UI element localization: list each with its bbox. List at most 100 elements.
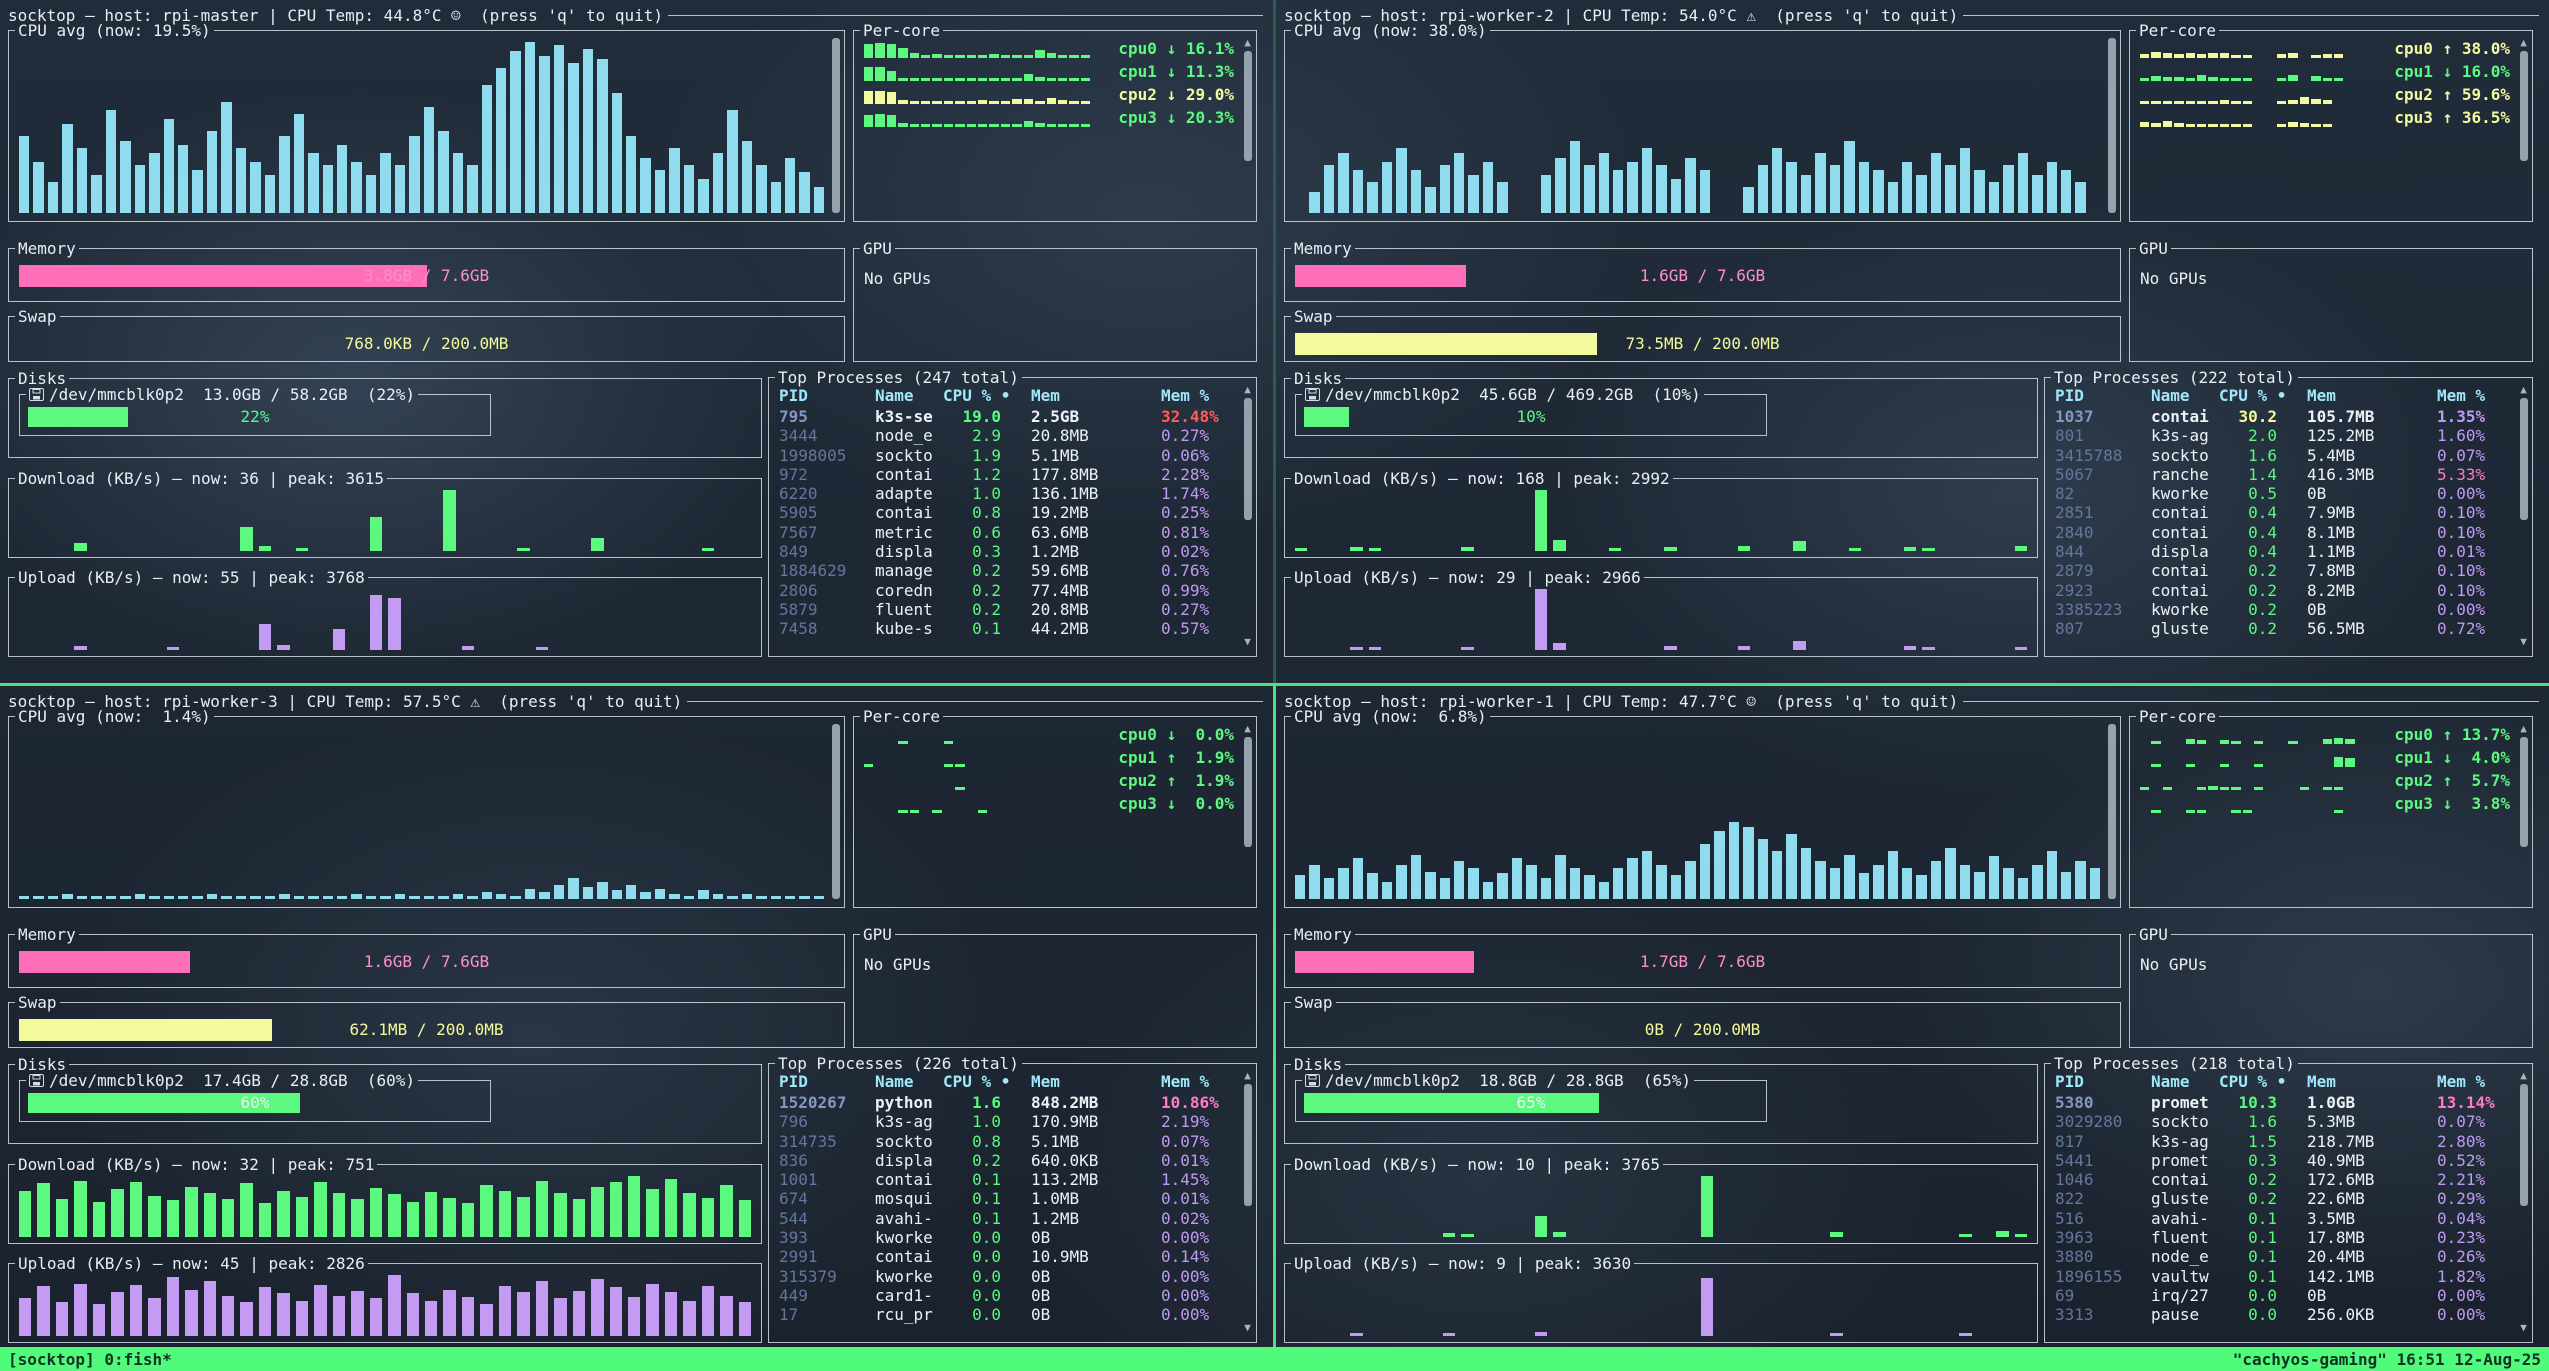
- bar: [1815, 153, 1826, 213]
- process-row[interactable]: 7458 kube-s 0.1 44.2MB 0.57%: [779, 619, 1236, 638]
- col-mem[interactable]: Mem: [2307, 386, 2336, 405]
- scrollbar[interactable]: ▲ ▼: [1242, 1069, 1253, 1334]
- bar: [517, 1196, 530, 1237]
- col-mem[interactable]: Mem: [2307, 1072, 2336, 1091]
- scrollbar[interactable]: [2106, 722, 2117, 899]
- bar: [250, 161, 261, 213]
- process-row[interactable]: 3963 fluent 0.1 17.8MB 0.23%: [2055, 1228, 2512, 1247]
- col-pid[interactable]: PID: [2055, 386, 2084, 405]
- process-row[interactable]: 3313 pause 0.0 256.0KB 0.00%: [2055, 1305, 2512, 1324]
- process-row[interactable]: 17 rcu_pr 0.0 0B 0.00%: [779, 1305, 1236, 1324]
- col-mem-percent[interactable]: Mem %: [1161, 386, 1210, 405]
- process-row[interactable]: 7567 metric 0.6 63.6MB 0.81%: [779, 523, 1236, 542]
- process-row[interactable]: 836 displa 0.2 640.0KB 0.01%: [779, 1151, 1236, 1170]
- col-name[interactable]: Name: [875, 386, 914, 405]
- cell-cpu: 0.1: [2248, 1247, 2277, 1267]
- col-pid[interactable]: PID: [779, 1072, 808, 1091]
- process-row[interactable]: 795 k3s-se 19.0 2.5GB 32.48%: [779, 407, 1236, 426]
- scrollbar[interactable]: ▲: [2518, 36, 2529, 213]
- process-row[interactable]: 1998005 sockto 1.9 5.1MB 0.06%: [779, 446, 1236, 465]
- process-row[interactable]: 1046 contai 0.2 172.6MB 2.21%: [2055, 1170, 2512, 1189]
- col-mem-percent[interactable]: Mem %: [2437, 386, 2486, 405]
- process-row[interactable]: 817 k3s-ag 1.5 218.7MB 2.80%: [2055, 1132, 2512, 1151]
- col-mem[interactable]: Mem: [1031, 1072, 1060, 1091]
- process-row[interactable]: 5441 promet 0.3 40.9MB 0.52%: [2055, 1151, 2512, 1170]
- scrollbar[interactable]: ▲ ▼: [2518, 383, 2529, 648]
- process-row[interactable]: 3385223 kworke 0.2 0B 0.00%: [2055, 600, 2512, 619]
- bar: [1534, 1215, 1548, 1237]
- col-mem-percent[interactable]: Mem %: [2437, 1072, 2486, 1091]
- process-row[interactable]: 807 gluste 0.2 56.5MB 0.72%: [2055, 619, 2512, 638]
- col-mem-percent[interactable]: Mem %: [1161, 1072, 1210, 1091]
- process-row[interactable]: 972 contai 1.2 177.8MB 2.28%: [779, 465, 1236, 484]
- process-row[interactable]: 5879 fluent 0.2 20.8MB 0.27%: [779, 600, 1236, 619]
- process-row[interactable]: 2851 contai 0.4 7.9MB 0.10%: [2055, 503, 2512, 522]
- process-row[interactable]: 5380 promet 10.3 1.0GB 13.14%: [2055, 1093, 2512, 1112]
- disk-gauge-fill: [1304, 1093, 1600, 1113]
- col-pid[interactable]: PID: [2055, 1072, 2084, 1091]
- process-row[interactable]: 5067 ranche 1.4 416.3MB 5.33%: [2055, 465, 2512, 484]
- process-row[interactable]: 1001 contai 0.1 113.2MB 1.45%: [779, 1170, 1236, 1189]
- process-row[interactable]: 5905 contai 0.8 19.2MB 0.25%: [779, 503, 1236, 522]
- process-row[interactable]: 2840 contai 0.4 8.1MB 0.10%: [2055, 523, 2512, 542]
- process-row[interactable]: 1896155 vaultw 0.1 142.1MB 1.82%: [2055, 1267, 2512, 1286]
- process-row[interactable]: 516 avahi- 0.1 3.5MB 0.04%: [2055, 1209, 2512, 1228]
- scrollbar[interactable]: ▲: [1242, 722, 1253, 899]
- process-row[interactable]: 2879 contai 0.2 7.8MB 0.10%: [2055, 561, 2512, 580]
- pane-divider-vertical-top[interactable]: [1273, 0, 1276, 683]
- scrollbar[interactable]: ▲: [1242, 36, 1253, 213]
- process-row[interactable]: 796 k3s-ag 1.0 170.9MB 2.19%: [779, 1112, 1236, 1131]
- col-name[interactable]: Name: [2151, 1072, 2190, 1091]
- scrollbar[interactable]: ▲: [2518, 722, 2529, 899]
- col-cpu-sorted[interactable]: CPU % •: [2219, 386, 2287, 405]
- process-row[interactable]: 6220 adapte 1.0 136.1MB 1.74%: [779, 484, 1236, 503]
- col-cpu-sorted[interactable]: CPU % •: [2219, 1072, 2287, 1091]
- process-row[interactable]: 3444 node_e 2.9 20.8MB 0.27%: [779, 426, 1236, 445]
- scrollbar[interactable]: [2106, 36, 2117, 213]
- pane-title: socktop — host: rpi-worker-3 | CPU Temp:…: [8, 691, 683, 711]
- process-row[interactable]: 822 gluste 0.2 22.6MB 0.29%: [2055, 1189, 2512, 1208]
- scrollbar[interactable]: ▲ ▼: [2518, 1069, 2529, 1334]
- col-name[interactable]: Name: [875, 1072, 914, 1091]
- col-mem[interactable]: Mem: [1031, 386, 1060, 405]
- process-row[interactable]: 3415788 sockto 1.6 5.4MB 0.07%: [2055, 446, 2512, 465]
- pane-divider-horizontal[interactable]: [0, 683, 2549, 686]
- process-row[interactable]: 393 kworke 0.0 0B 0.00%: [779, 1228, 1236, 1247]
- process-row[interactable]: 2806 coredn 0.2 77.4MB 0.99%: [779, 581, 1236, 600]
- col-name[interactable]: Name: [2151, 386, 2190, 405]
- process-row[interactable]: 2923 contai 0.2 8.2MB 0.10%: [2055, 581, 2512, 600]
- core-label: cpu1 ↓ 16.0%: [2394, 62, 2510, 81]
- pane-divider-vertical-bottom[interactable]: [1273, 686, 1276, 1347]
- cell-memp: 0.27%: [1161, 426, 1210, 446]
- process-row[interactable]: 1884629 manage 0.2 59.6MB 0.76%: [779, 561, 1236, 580]
- gpu-panel: GPU No GPUs: [853, 925, 1257, 1048]
- core-label: cpu1 ↓ 11.3%: [1118, 62, 1234, 81]
- process-row[interactable]: 844 displa 0.4 1.1MB 0.01%: [2055, 542, 2512, 561]
- col-cpu-sorted[interactable]: CPU % •: [943, 386, 1011, 405]
- process-row[interactable]: 1037 contai 30.2 105.7MB 1.35%: [2055, 407, 2512, 426]
- process-row[interactable]: 2991 contai 0.0 10.9MB 0.14%: [779, 1247, 1236, 1266]
- process-row[interactable]: 314735 sockto 0.8 5.1MB 0.07%: [779, 1132, 1236, 1151]
- scrollbar[interactable]: [830, 36, 841, 213]
- process-row[interactable]: 3029280 sockto 1.6 5.3MB 0.07%: [2055, 1112, 2512, 1131]
- process-row[interactable]: 315379 kworke 0.0 0B 0.00%: [779, 1267, 1236, 1286]
- process-row[interactable]: 849 displa 0.3 1.2MB 0.02%: [779, 542, 1236, 561]
- bar: [1627, 161, 1638, 213]
- scrollbar[interactable]: ▲ ▼: [1242, 383, 1253, 648]
- process-row[interactable]: 82 kworke 0.5 0B 0.00%: [2055, 484, 2512, 503]
- process-row[interactable]: 1520267 python 1.6 848.2MB 10.86%: [779, 1093, 1236, 1112]
- process-row[interactable]: 449 card1- 0.0 0B 0.00%: [779, 1286, 1236, 1305]
- col-pid[interactable]: PID: [779, 386, 808, 405]
- bar: [510, 895, 521, 899]
- process-row[interactable]: 801 k3s-ag 2.0 125.2MB 1.60%: [2055, 426, 2512, 445]
- col-cpu-sorted[interactable]: CPU % •: [943, 1072, 1011, 1091]
- status-session-window[interactable]: [socktop] 0:fish*: [8, 1349, 172, 1369]
- scrollbar[interactable]: [830, 722, 841, 899]
- bar: [1338, 868, 1349, 899]
- process-row[interactable]: 69 irq/27 0.0 0B 0.00%: [2055, 1286, 2512, 1305]
- bar: [1553, 642, 1566, 650]
- process-row[interactable]: 3880 node_e 0.1 20.4MB 0.26%: [2055, 1247, 2512, 1266]
- process-row[interactable]: 674 mosqui 0.1 1.0MB 0.01%: [779, 1189, 1236, 1208]
- process-row[interactable]: 544 avahi- 0.1 1.2MB 0.02%: [779, 1209, 1236, 1228]
- download-panel: Download (KB/s) — now: 36 | peak: 3615: [8, 469, 762, 558]
